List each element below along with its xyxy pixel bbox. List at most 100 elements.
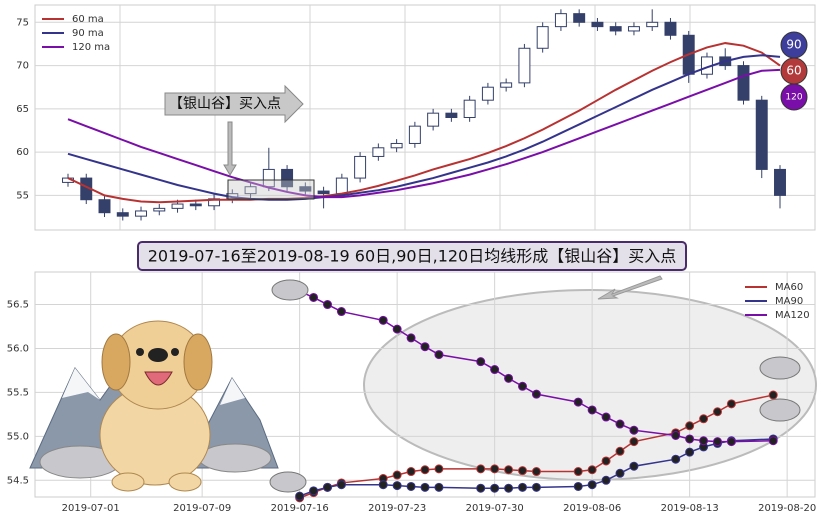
ma-line xyxy=(67,42,781,204)
ma-point xyxy=(490,483,500,493)
candle-body xyxy=(500,82,513,88)
ma-point xyxy=(434,350,444,360)
candle-body xyxy=(171,203,184,209)
pointer-arrow xyxy=(223,121,237,176)
y-tick-label: 55.5 xyxy=(7,387,29,398)
highlight-ellipse xyxy=(363,289,817,481)
highlight-box xyxy=(227,179,315,200)
candle-body xyxy=(427,112,440,127)
x-tick-label: 2019-07-09 xyxy=(173,503,231,514)
candle-body xyxy=(627,26,640,32)
ma-point xyxy=(629,425,639,435)
ma-point xyxy=(531,467,541,477)
x-tick-label: 2019-08-13 xyxy=(661,503,719,514)
candle-body xyxy=(664,21,677,36)
candle-body xyxy=(591,21,604,28)
ma-point xyxy=(490,365,500,375)
ma-point xyxy=(406,481,416,491)
candle-body xyxy=(554,13,567,28)
y-tick-label: 65 xyxy=(16,104,29,115)
ma-point xyxy=(406,467,416,477)
y-tick-label: 56.0 xyxy=(7,343,29,354)
ma-point xyxy=(713,407,722,417)
candle-body xyxy=(481,86,494,101)
x-tick-label: 2019-07-16 xyxy=(271,503,329,514)
end-badge-label: 120 xyxy=(785,93,802,103)
ma-line xyxy=(67,54,781,201)
candle-body xyxy=(116,212,129,217)
ma-point xyxy=(504,465,514,475)
banner-text: 2019-07-16至2019-08-19 60日,90日,120日均线形成【银… xyxy=(148,247,677,266)
ma-point xyxy=(573,397,583,407)
ma-point xyxy=(685,434,695,444)
ma-point xyxy=(671,454,681,464)
ma-point xyxy=(392,470,402,480)
ma-point xyxy=(420,342,430,352)
legend-label: 120 ma xyxy=(72,42,110,53)
ma-point xyxy=(699,414,709,424)
ma-point xyxy=(629,461,639,471)
ma-point xyxy=(336,307,346,317)
candle-body xyxy=(536,26,549,49)
ma-point xyxy=(726,399,736,409)
candle-body xyxy=(518,47,531,84)
ma-point xyxy=(615,419,625,429)
ma-point xyxy=(573,467,583,477)
ma-point xyxy=(768,436,778,446)
candle-body xyxy=(737,65,750,101)
ma-point xyxy=(323,300,332,310)
ma-point xyxy=(671,430,681,440)
candle-body xyxy=(135,210,148,217)
x-tick-label: 2019-07-30 xyxy=(466,503,524,514)
ma-point xyxy=(476,483,486,493)
ma-point xyxy=(309,486,319,496)
ma-point xyxy=(420,482,430,492)
banner xyxy=(137,241,687,271)
ma-point xyxy=(615,446,625,456)
ma-point xyxy=(587,465,597,475)
legend-label: MA60 xyxy=(775,282,803,293)
ma-point xyxy=(587,480,597,490)
ma-point xyxy=(434,464,444,474)
ma-point xyxy=(392,481,402,491)
x-tick-label: 2019-07-23 xyxy=(368,503,426,514)
x-tick-label: 2019-07-01 xyxy=(62,503,120,514)
candle-body xyxy=(646,21,659,28)
candle-body xyxy=(463,99,476,118)
candle-body xyxy=(372,147,385,157)
y-tick-label: 54.5 xyxy=(7,475,29,486)
y-tick-label: 55.0 xyxy=(7,431,29,442)
ma-point xyxy=(378,315,388,325)
candle-body xyxy=(774,168,786,196)
candle-body xyxy=(244,186,257,195)
ma-point xyxy=(685,421,695,431)
ma-point xyxy=(518,466,527,476)
candle-body xyxy=(408,125,421,144)
ma-point xyxy=(601,456,611,466)
end-badge-label: 60 xyxy=(786,64,801,78)
y-tick-label: 56.5 xyxy=(7,300,29,311)
candle-body xyxy=(153,207,166,212)
ma-point xyxy=(309,292,319,302)
ma-point xyxy=(573,481,583,491)
legend-label: MA120 xyxy=(775,310,810,321)
candle-body xyxy=(335,177,348,195)
ma-point xyxy=(713,437,722,447)
candle-body xyxy=(573,13,586,23)
candle-body xyxy=(609,26,622,32)
legend-label: 60 ma xyxy=(72,14,104,25)
ma-point xyxy=(476,464,486,474)
ma-line xyxy=(67,68,781,199)
candle-body xyxy=(390,142,403,149)
x-tick-label: 2019-08-20 xyxy=(758,503,816,514)
ma-point xyxy=(531,389,541,399)
pointer-arrow xyxy=(597,275,663,300)
ma-point xyxy=(601,475,611,485)
end-badge-label: 90 xyxy=(786,38,801,52)
ma-point xyxy=(392,324,402,334)
ma-point xyxy=(699,436,709,446)
ma-point xyxy=(518,381,527,391)
legend-label: 90 ma xyxy=(72,28,104,39)
top-plot xyxy=(34,4,816,231)
candle-body xyxy=(354,155,367,179)
